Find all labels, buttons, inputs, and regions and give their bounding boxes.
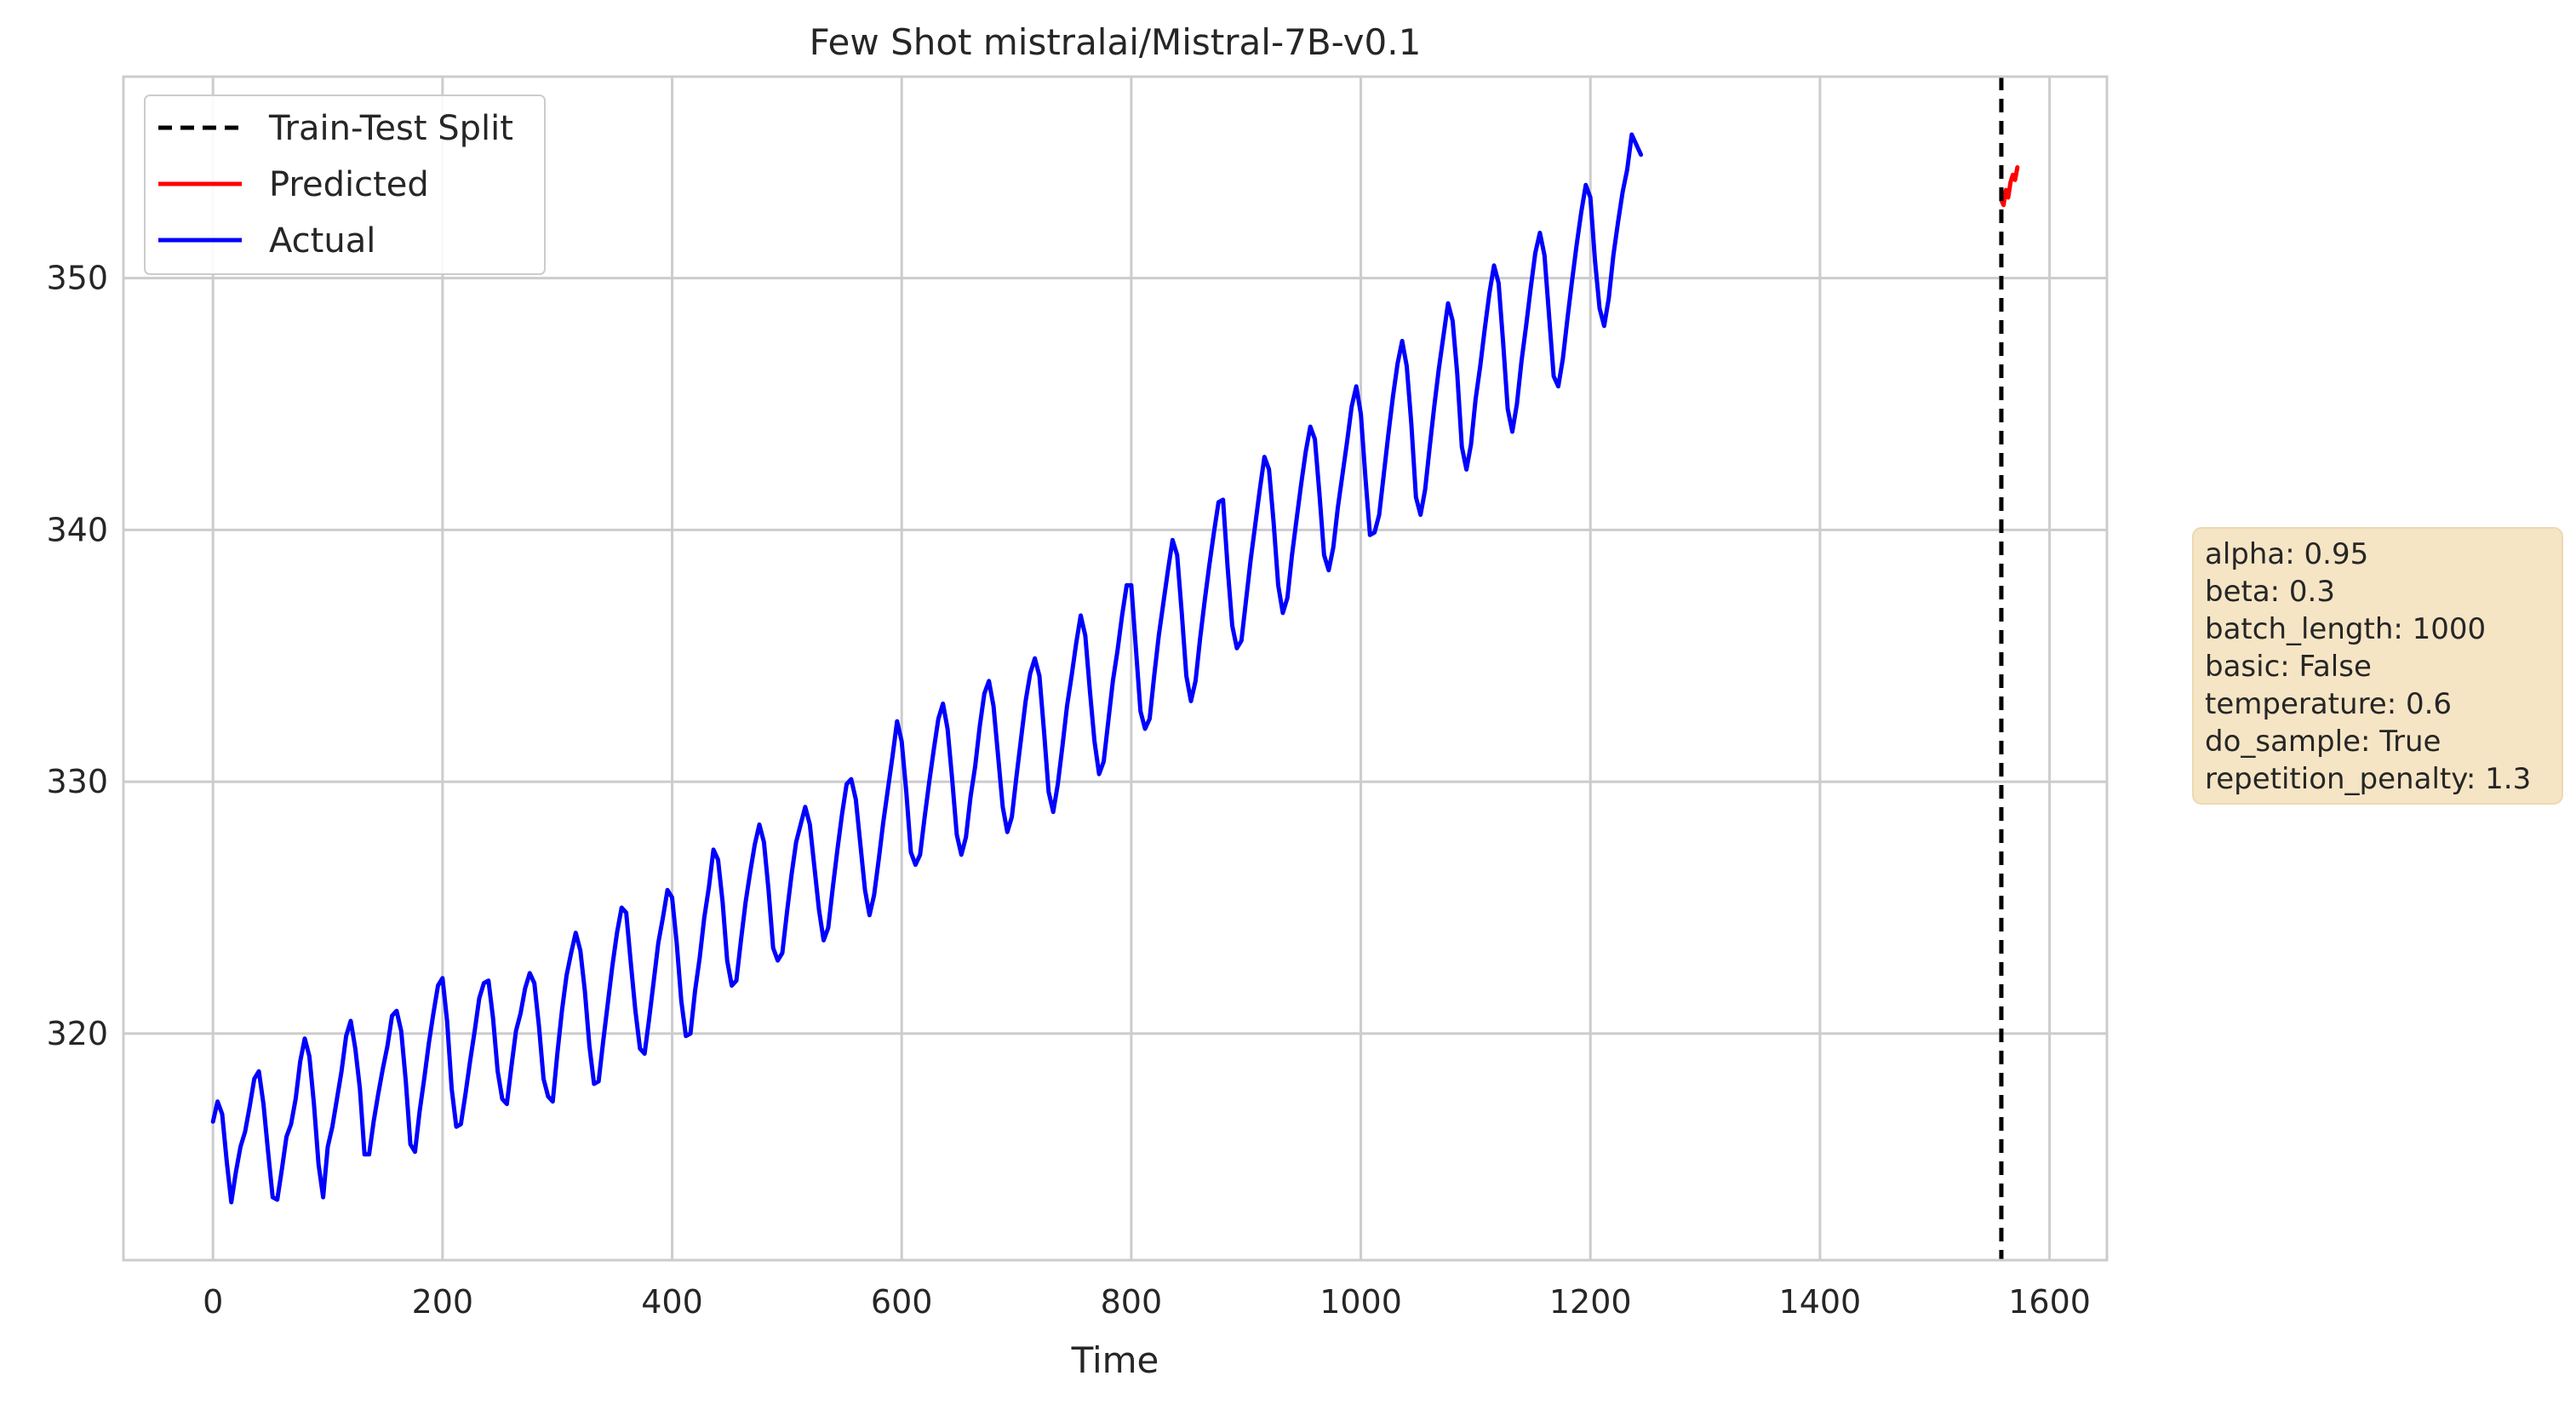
y-tick-label: 330 [46,763,108,800]
plot-frame [122,75,2109,1262]
param-beta: beta: 0.3 [2205,575,2335,609]
x-tick-label: 1600 [2008,1283,2091,1321]
chart-title: Few Shot mistralai/Mistral-7B-v0.1 [810,21,1422,63]
param-repetition-penalty: repetition_penalty: 1.3 [2205,762,2531,796]
x-tick-label: 0 [203,1283,223,1321]
y-tick-label: 350 [46,260,108,297]
x-tick-label: 1000 [1319,1283,1402,1321]
x-tick-label: 800 [1101,1283,1163,1321]
param-basic: basic: False [2205,650,2372,684]
legend-label-predicted: Predicted [269,165,429,204]
x-tick-label: 1200 [1549,1283,1632,1321]
predicted-series-line [1999,165,2020,208]
param-do-sample: do_sample: True [2205,725,2441,759]
legend-label-actual: Actual [269,221,375,261]
parameter-box-background [2192,527,2563,805]
x-axis-title: Time [1071,1339,1159,1381]
parameter-box: alpha: 0.95 beta: 0.3 batch_length: 1000… [2192,527,2563,805]
series-layer [210,77,2020,1260]
x-tick-label: 600 [871,1283,933,1321]
x-tick-label: 400 [641,1283,703,1321]
param-batch-length: batch_length: 1000 [2205,612,2486,646]
grid [123,77,2107,1260]
legend-label-split: Train-Test Split [268,109,513,148]
x-tick-label: 1400 [1779,1283,1862,1321]
legend-box [144,95,546,275]
param-alpha: alpha: 0.95 [2205,537,2368,571]
y-tick-labels: 320 330 340 350 [46,260,108,1052]
legend: Train-Test Split Predicted Actual [144,95,546,275]
param-temperature: temperature: 0.6 [2205,687,2452,721]
y-tick-label: 320 [46,1015,108,1052]
x-tick-labels: 0 200 400 600 800 1000 1200 1400 1600 [203,1283,2091,1321]
actual-series-line [210,132,1644,1205]
y-tick-label: 340 [46,511,108,548]
x-tick-label: 200 [412,1283,474,1321]
